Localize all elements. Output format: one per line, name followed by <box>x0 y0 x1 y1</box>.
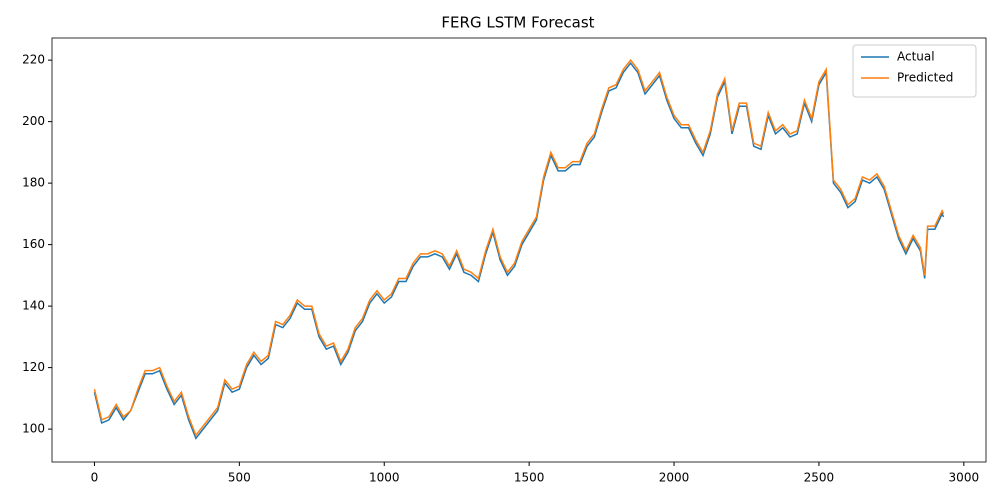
y-tick-label: 140 <box>22 299 45 313</box>
y-tick-label: 200 <box>22 114 45 128</box>
x-tick-label: 0 <box>91 471 99 485</box>
x-tick-label: 2500 <box>804 471 835 485</box>
x-tick-label: 500 <box>228 471 251 485</box>
x-tick-label: 1500 <box>514 471 545 485</box>
y-tick-label: 100 <box>22 422 45 436</box>
y-tick-label: 160 <box>22 237 45 251</box>
chart-title: FERG LSTM Forecast <box>441 14 594 32</box>
x-tick-label: 3000 <box>949 471 980 485</box>
x-tick-label: 1000 <box>369 471 400 485</box>
y-tick-label: 120 <box>22 360 45 374</box>
legend-label: Actual <box>897 50 935 64</box>
data-line <box>93 58 945 437</box>
legend-box <box>852 44 977 98</box>
y-tick-label: 180 <box>22 176 45 190</box>
x-tick-label: 2000 <box>659 471 690 485</box>
y-tick-label: 220 <box>22 53 45 67</box>
legend-label: Predicted <box>897 71 953 85</box>
plot-frame <box>51 37 987 463</box>
